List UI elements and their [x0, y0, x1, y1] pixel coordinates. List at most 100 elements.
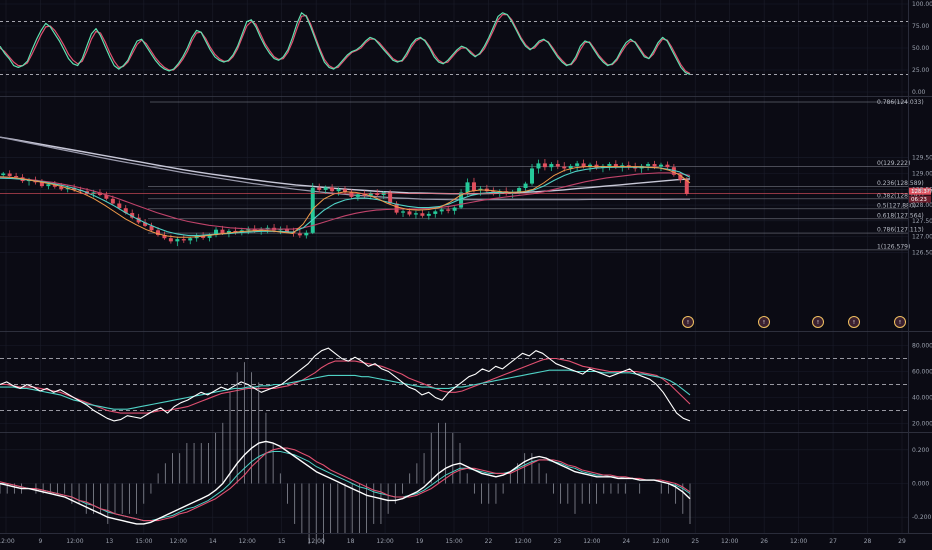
time-axis-tick-label: 12:00 — [583, 538, 600, 545]
time-axis-tick-label: 14 — [209, 538, 217, 545]
candle-body — [542, 163, 547, 168]
stochastic-d-line — [0, 14, 691, 75]
candle-body — [517, 188, 522, 192]
candle-body — [413, 213, 418, 215]
candle-body — [626, 165, 631, 167]
fast-ma-line — [0, 166, 691, 238]
fib-level-label: 0.5(127.880) — [877, 202, 916, 209]
macd-axis-tick-label: -0.200 — [912, 514, 932, 521]
fib-level-label: 0(129.222) — [877, 160, 910, 167]
time-axis-tick-label: 12:00 — [790, 538, 807, 545]
macd-panel — [0, 362, 691, 545]
candle-body — [523, 183, 528, 189]
rsi-axis-tick-label: 40.000 — [912, 395, 932, 402]
stochastic-axis-tick-label: 0.00 — [912, 89, 926, 96]
event-marker-label: ! — [687, 320, 689, 326]
time-axis-tick-label: 12:00 — [170, 538, 187, 545]
candle-body — [646, 164, 651, 166]
price-axis-tick-label: 129.500 — [912, 155, 932, 162]
time-axis-tick-label: 24 — [622, 538, 630, 545]
rsi-signal-line — [0, 357, 691, 414]
price-axis-tick-label: 127.000 — [912, 234, 932, 241]
candle-body — [355, 194, 360, 197]
price-panel: 0.786(124.033) 0(129.222) 0.236(128.589) 0.… — [0, 99, 932, 328]
flag-event-icon[interactable] — [758, 316, 770, 328]
flag-event-icon[interactable] — [812, 316, 824, 328]
candle-body — [39, 182, 44, 187]
candle-body — [530, 168, 535, 184]
candle-body — [375, 193, 380, 195]
candle-body — [336, 189, 341, 192]
candle-body — [433, 211, 438, 214]
event-marker-label: ! — [763, 320, 765, 326]
candle-body — [317, 187, 322, 190]
stochastic-panel — [0, 12, 908, 75]
stochastic-axis-tick-label: 25.00 — [912, 67, 929, 74]
candle-body — [536, 163, 541, 169]
candle-body — [91, 192, 96, 194]
candle-body — [284, 229, 289, 232]
time-axis-tick-label: 12:00 — [239, 538, 256, 545]
rsi-line — [0, 347, 691, 422]
candle-body — [46, 184, 51, 187]
mid-ma-line — [0, 166, 691, 236]
candle-body — [330, 187, 335, 192]
candle-body — [471, 182, 476, 191]
time-axis-tick-label: 12:00 — [376, 538, 393, 545]
time-axis-tick-label: 18 — [347, 538, 355, 545]
candle-body — [407, 211, 412, 215]
candle-body — [581, 163, 586, 168]
candle-body — [652, 164, 657, 167]
macd-axis-tick-label: 0.000 — [912, 481, 929, 488]
flag-event-icon[interactable] — [848, 316, 860, 328]
time-axis-tick-label: 27 — [829, 538, 837, 545]
time-axis-tick-label: 12:00 — [308, 538, 325, 545]
macd-line — [0, 440, 691, 525]
candle-body — [388, 192, 393, 204]
time-axis-tick-label: 19 — [416, 538, 424, 545]
rsi-axis-tick-label: 60.000 — [912, 369, 932, 376]
candle-body — [1, 173, 6, 176]
flag-event-icon[interactable] — [894, 316, 906, 328]
candle-body — [207, 235, 212, 238]
candle-body — [162, 235, 167, 239]
macd-signal-line — [0, 447, 691, 522]
candle-body — [188, 238, 193, 241]
candle-body — [568, 165, 573, 169]
candle-body — [562, 166, 567, 169]
stochastic-axis-tick-label: 75.00 — [912, 23, 929, 30]
slow-ma-line — [0, 172, 691, 230]
stochastic-axis-tick-label: 100.00 — [912, 1, 932, 8]
candle-body — [304, 232, 309, 236]
candle-body — [426, 213, 431, 216]
candle-body — [343, 189, 347, 193]
candle-body — [168, 238, 173, 242]
countdown-tag — [909, 195, 931, 203]
candle-body — [226, 230, 231, 234]
candle-body — [575, 163, 580, 166]
flag-event-icon[interactable] — [682, 316, 694, 328]
price-axis-tick-label: 129.000 — [912, 171, 932, 178]
time-axis-tick-label: 12:00 — [66, 538, 83, 545]
bar-countdown-value: 06:23 — [911, 197, 927, 203]
fib-level-label: 0.786(127.113) — [877, 227, 924, 234]
stochastic-axis-tick-label: 50.00 — [912, 45, 929, 52]
time-axis-tick-label: 9 — [39, 538, 43, 545]
last-price-tag — [909, 187, 931, 195]
candle-body — [52, 184, 57, 187]
candle-body — [130, 212, 135, 218]
candle-body — [233, 230, 238, 233]
time-axis-tick-label: 26 — [760, 538, 768, 545]
fib-level-label: 0.382(128.197) — [877, 192, 924, 199]
candle-body — [323, 187, 328, 190]
fib-level-label: 0.618(127.564) — [877, 212, 924, 219]
candle-body — [181, 239, 186, 241]
long-ma-line-lower — [0, 136, 690, 201]
candle-body — [143, 222, 148, 226]
candle-body — [607, 164, 612, 166]
candle-body — [278, 229, 283, 231]
candle-body — [59, 186, 64, 190]
event-marker-label: ! — [899, 320, 901, 326]
